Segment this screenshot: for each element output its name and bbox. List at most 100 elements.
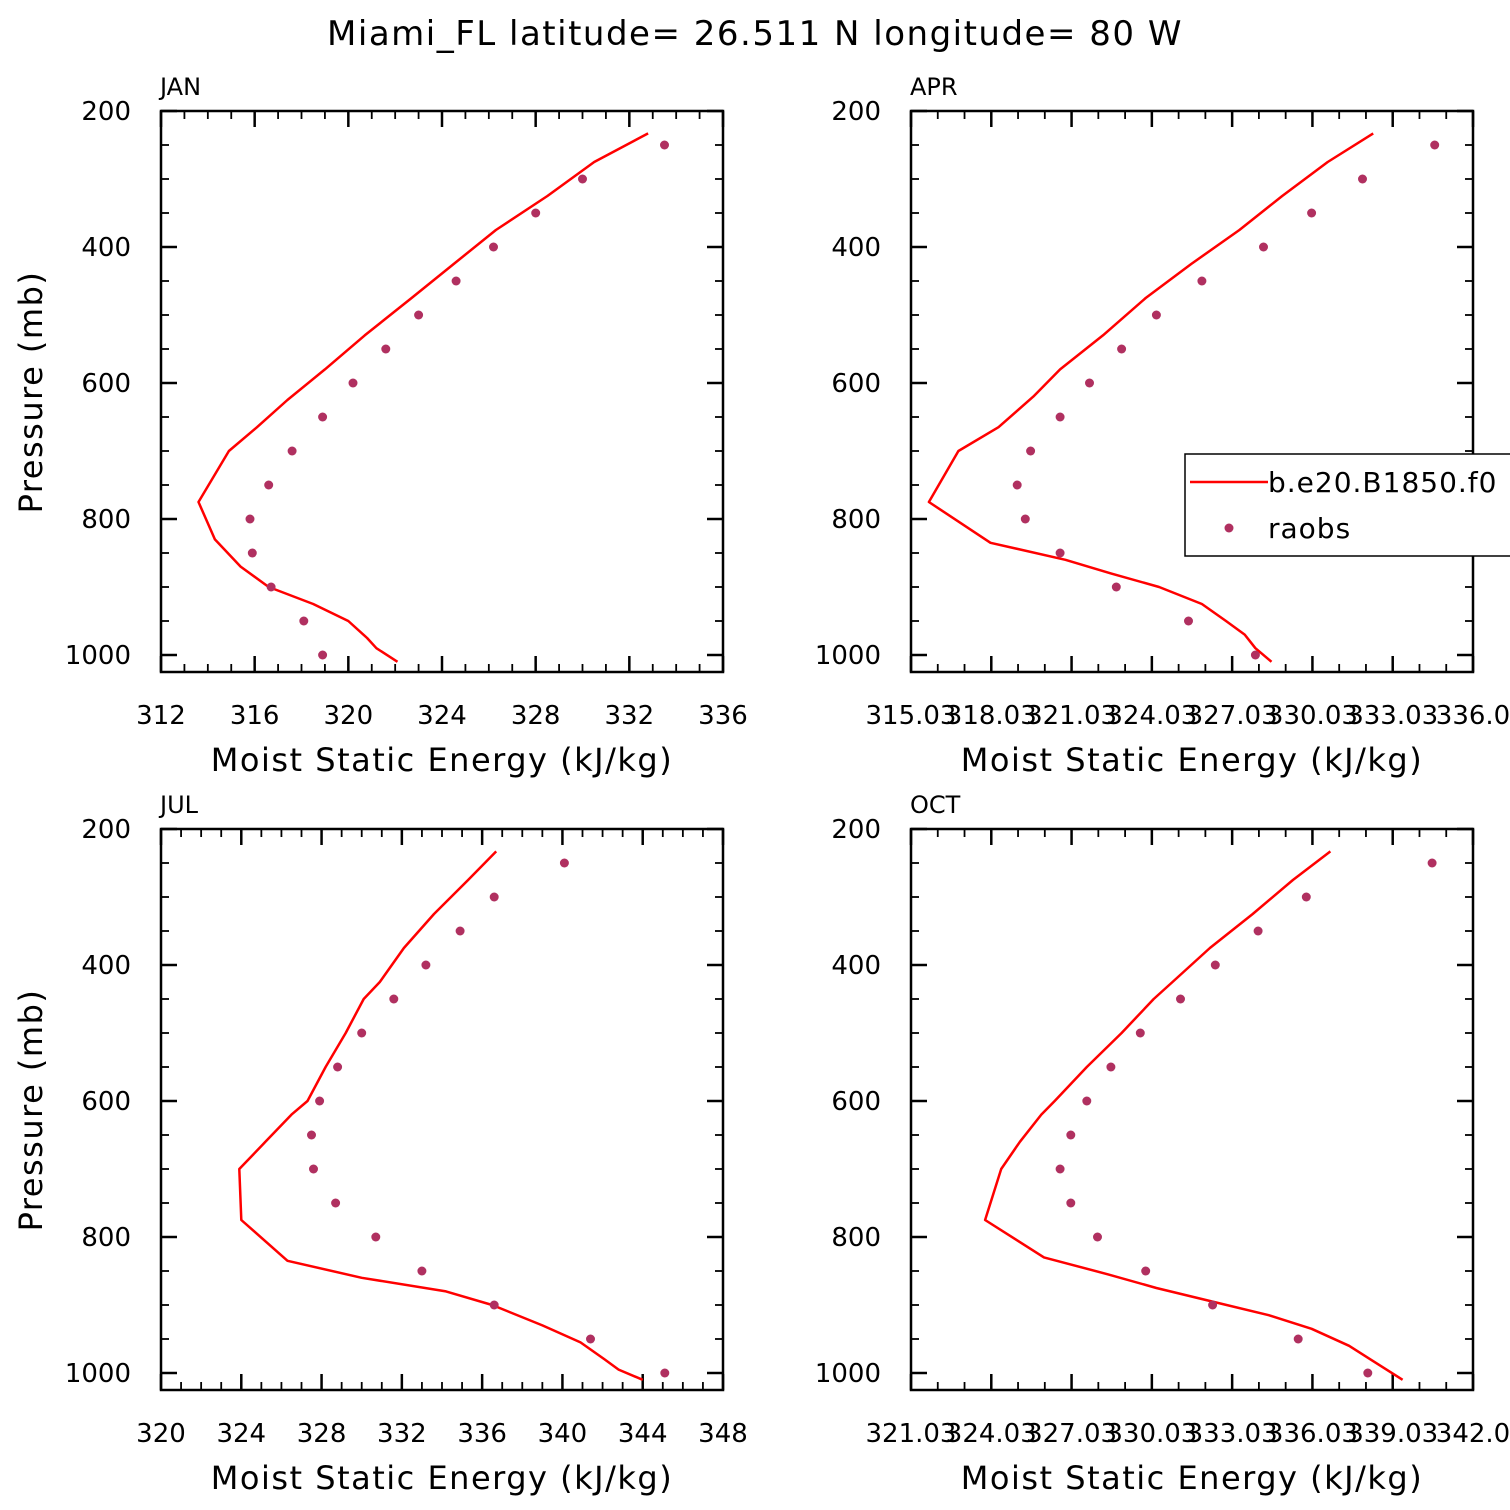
raobs-point — [315, 1096, 325, 1106]
raobs-point — [1066, 1130, 1076, 1140]
raobs-point — [309, 1164, 318, 1174]
raobs-point — [1250, 650, 1260, 660]
x-tick-label: 336.0 — [1436, 701, 1510, 731]
x-axis-label: Moist Static Energy (kJ/kg) — [961, 741, 1423, 779]
raobs-point — [1358, 174, 1367, 184]
raobs-point — [299, 616, 309, 626]
raobs-point — [1301, 892, 1311, 902]
legend-box — [1184, 453, 1510, 557]
x-tick-label: 339.03 — [1347, 1419, 1438, 1449]
raobs-point — [357, 1028, 367, 1038]
raobs-point — [1430, 140, 1440, 150]
raobs-point — [348, 378, 358, 388]
raobs-point — [381, 344, 391, 354]
raobs-point — [331, 1198, 341, 1208]
x-tick-label: 318.03 — [946, 701, 1037, 731]
y-tick-label: 400 — [831, 951, 881, 981]
x-tick-label: 344 — [618, 1419, 668, 1449]
raobs-point — [1197, 276, 1207, 286]
raobs-point — [1020, 514, 1030, 524]
raobs-point — [264, 480, 274, 490]
panel-label: OCT — [910, 791, 961, 819]
panel-label: JUL — [158, 791, 199, 819]
raobs-point — [266, 582, 276, 592]
raobs-point — [451, 276, 461, 286]
plot-area: 320 324 328 332 336 340 344 348 200 400 600 800 1000 — [65, 815, 748, 1449]
raobs-point — [318, 412, 328, 422]
x-tick-label: 320 — [324, 701, 374, 731]
panel-jul: JUL 320 324 328 332 336 340 344 348 200 400 600 800… — [12, 791, 748, 1497]
raobs-point — [1293, 1334, 1303, 1344]
raobs-point — [660, 140, 669, 150]
x-tick-label: 324.03 — [946, 1419, 1037, 1449]
figure-title: Miami_FL latitude= 26.511 N longitude= 8… — [327, 14, 1183, 54]
y-axis-label: Pressure (mb) — [12, 989, 50, 1232]
raobs-point — [489, 1300, 499, 1310]
y-tick-label: 200 — [831, 97, 881, 127]
raobs-point — [1259, 242, 1268, 252]
x-tick-label: 330.03 — [1106, 1419, 1197, 1449]
y-tick-label: 200 — [831, 815, 881, 845]
raobs-point — [578, 174, 587, 184]
x-tick-label: 330.03 — [1267, 701, 1358, 731]
y-tick-label: 600 — [81, 369, 131, 399]
plot-frame — [909, 827, 1475, 1392]
x-tick-label: 324 — [417, 701, 467, 731]
x-axis-label: Moist Static Energy (kJ/kg) — [211, 741, 673, 779]
x-tick-label: 321.03 — [1026, 701, 1117, 731]
y-tick-label: 200 — [81, 815, 131, 845]
raobs-point — [1117, 344, 1127, 354]
y-tick-label: 200 — [81, 97, 131, 127]
x-tick-label: 336.03 — [1267, 1419, 1358, 1449]
raobs-point — [1093, 1232, 1102, 1242]
x-tick-label: 332 — [377, 1419, 427, 1449]
raobs-point — [1253, 926, 1263, 936]
y-tick-label: 800 — [81, 1223, 131, 1253]
x-tick-label: 328 — [297, 1419, 347, 1449]
raobs-point — [1135, 1028, 1145, 1038]
x-tick-label: 328 — [511, 701, 561, 731]
x-axis-label: Moist Static Energy (kJ/kg) — [211, 1459, 673, 1497]
x-axis-label: Moist Static Energy (kJ/kg) — [961, 1459, 1423, 1497]
raobs-point — [1111, 582, 1121, 592]
y-tick-label: 400 — [831, 233, 881, 263]
raobs-point — [333, 1062, 343, 1072]
x-tick-label: 340 — [538, 1419, 588, 1449]
legend: b.e20.B1850.f0 raobs — [1184, 453, 1510, 557]
raobs-point — [1184, 616, 1193, 626]
raobs-point — [1208, 1300, 1218, 1310]
raobs-point — [1307, 208, 1317, 218]
raobs-point — [531, 208, 541, 218]
x-tick-label: 324.03 — [1106, 701, 1197, 731]
raobs-point — [660, 1368, 670, 1378]
raobs-point — [245, 514, 255, 524]
panel-oct: OCT 321.03324.03327.03330.03333.03336.03… — [815, 791, 1510, 1497]
model-profile-line — [197, 132, 649, 663]
plot-area: 321.03324.03327.03330.03333.03336.03339.… — [815, 815, 1510, 1449]
x-tick-label: 336 — [698, 701, 748, 731]
plot-frame — [909, 109, 1475, 674]
raobs-point — [1363, 1368, 1373, 1378]
raobs-point — [1427, 858, 1437, 868]
model-profile-line — [238, 850, 644, 1381]
raobs-point — [1151, 310, 1161, 320]
raobs-point — [417, 1266, 427, 1276]
x-tick-label: 336 — [457, 1419, 507, 1449]
raobs-point — [371, 1232, 381, 1242]
raobs-point — [1055, 412, 1065, 422]
y-tick-label: 600 — [831, 369, 881, 399]
y-tick-label: 1000 — [815, 641, 881, 671]
y-tick-label: 400 — [81, 233, 131, 263]
raobs-point — [1026, 446, 1036, 456]
x-tick-label: 327.03 — [1187, 701, 1278, 731]
y-tick-label: 1000 — [65, 1359, 131, 1389]
x-tick-label: 333.03 — [1187, 1419, 1278, 1449]
y-tick-label: 600 — [81, 1087, 131, 1117]
y-tick-label: 600 — [831, 1087, 881, 1117]
x-tick-label: 320 — [136, 1419, 186, 1449]
x-tick-label: 324 — [216, 1419, 266, 1449]
y-tick-label: 1000 — [65, 641, 131, 671]
raobs-point — [1082, 1096, 1092, 1106]
raobs-point — [1141, 1266, 1151, 1276]
